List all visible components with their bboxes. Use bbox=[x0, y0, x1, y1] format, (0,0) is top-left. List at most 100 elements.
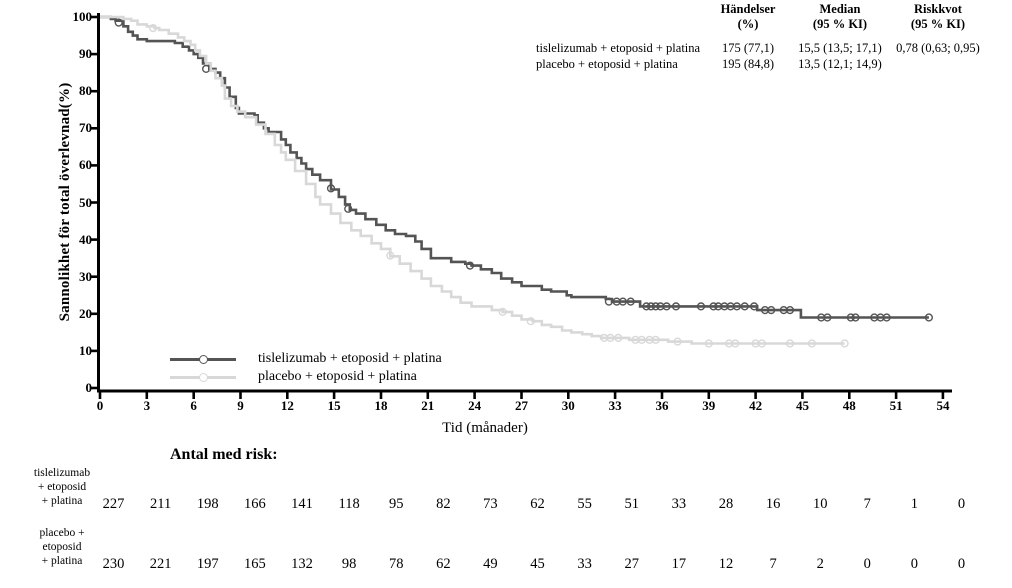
x-tick-label: 24 bbox=[468, 398, 482, 413]
at-risk-count: 10 bbox=[812, 496, 828, 512]
censor-mark bbox=[846, 313, 855, 322]
at-risk-count: 62 bbox=[436, 556, 451, 572]
y-tick-label: 20 bbox=[79, 305, 92, 321]
y-tick-label: 60 bbox=[79, 157, 92, 173]
at-risk-count: 141 bbox=[291, 496, 313, 512]
stats-data-row: tislelizumab + etoposid + platina 175 (77… bbox=[536, 40, 988, 56]
censor-mark bbox=[618, 297, 628, 306]
censor-mark bbox=[637, 335, 646, 344]
at-risk-count: 33 bbox=[577, 556, 592, 572]
censor-mark bbox=[646, 302, 656, 311]
censor-mark bbox=[386, 251, 395, 260]
x-tick-label: 27 bbox=[514, 398, 528, 413]
censor-mark bbox=[673, 337, 682, 346]
censor-mark bbox=[148, 24, 158, 33]
x-tick-label: 6 bbox=[190, 398, 197, 413]
stats-column-header: Riskkvot (95 % KI) bbox=[910, 2, 966, 31]
censor-mark bbox=[651, 302, 660, 311]
censor-mark bbox=[740, 302, 749, 311]
at-risk-count: 82 bbox=[436, 496, 451, 512]
legend: tislelizumab + etoposid + platina placebo… bbox=[170, 350, 442, 386]
x-tick-label: 9 bbox=[237, 398, 244, 413]
at-risk-count: 73 bbox=[483, 496, 498, 512]
censor-mark bbox=[344, 204, 353, 213]
at-risk-count: 221 bbox=[149, 556, 172, 572]
at-risk-count: 0 bbox=[957, 496, 966, 512]
x-tick-label: 39 bbox=[702, 398, 716, 413]
y-tick-label: 40 bbox=[79, 231, 92, 247]
x-tick-label: 0 bbox=[96, 398, 104, 413]
censor-mark bbox=[704, 339, 713, 348]
at-risk-count: 2 bbox=[816, 556, 824, 572]
x-tick-label: 12 bbox=[280, 398, 294, 413]
at-risk-count: 62 bbox=[530, 496, 545, 512]
at-risk-count: 230 bbox=[102, 556, 125, 572]
at-risk-count: 12 bbox=[718, 556, 734, 572]
legend-label: placebo + etoposid + platina bbox=[258, 369, 417, 384]
at-risk-count: 7 bbox=[863, 496, 871, 512]
at-risk-count: 33 bbox=[671, 496, 687, 512]
censor-mark bbox=[731, 339, 740, 348]
x-axis-title: Tid (månader) bbox=[442, 420, 528, 436]
at-risk-count: 45 bbox=[530, 556, 545, 572]
censor-mark bbox=[840, 339, 849, 348]
summary-statistics-table: Händelser (%) Median (95 % KI) Riskkvot (95 %… bbox=[536, 2, 988, 72]
censor-mark bbox=[785, 306, 795, 315]
stats-column-header: Median (95 % KI) bbox=[812, 2, 868, 31]
x-tick-label: 3 bbox=[143, 398, 151, 413]
x-tick-label: 42 bbox=[749, 398, 763, 413]
censor-mark bbox=[614, 333, 623, 343]
legend-item: placebo + etoposid + platina bbox=[170, 368, 442, 386]
legend-label: tislelizumab + etoposid + platina bbox=[258, 351, 442, 366]
y-tick-label: 80 bbox=[79, 83, 92, 99]
x-tick-label: 45 bbox=[795, 398, 809, 413]
legend-item: tislelizumab + etoposid + platina bbox=[170, 350, 442, 368]
at-risk-table-title: Antal med risk: bbox=[170, 446, 278, 463]
at-risk-count: 28 bbox=[718, 496, 734, 512]
at-risk-count: 78 bbox=[388, 556, 404, 572]
stats-data-row: placebo + etoposid + platina 195 (84,8) 13… bbox=[536, 56, 988, 72]
at-risk-count: 197 bbox=[196, 556, 219, 572]
at-risk-count: 165 bbox=[244, 556, 266, 572]
stats-cell: 15,5 (13,5; 17,1) bbox=[798, 41, 882, 55]
censor-mark bbox=[732, 302, 742, 311]
y-tick-label: 10 bbox=[79, 342, 92, 358]
y-tick-label: 100 bbox=[72, 9, 93, 24]
censor-mark bbox=[785, 339, 795, 348]
at-risk-count: 227 bbox=[102, 496, 125, 512]
stats-cell: 175 (77,1) bbox=[721, 41, 775, 55]
censor-mark bbox=[671, 302, 681, 311]
stats-cell: 195 (84,8) bbox=[721, 57, 775, 71]
censor-mark bbox=[767, 306, 776, 315]
censor-mark bbox=[709, 302, 718, 311]
km-curve-tislelizumab bbox=[100, 15, 929, 319]
at-risk-group-label: tislelizumab + etoposid + platina bbox=[33, 467, 91, 507]
y-tick-label: 70 bbox=[79, 120, 92, 136]
legend-line-sample bbox=[170, 368, 236, 386]
at-risk-count: 49 bbox=[483, 556, 498, 572]
at-risk-count: 55 bbox=[577, 496, 592, 512]
at-risk-group-label: placebo + etoposid + platina bbox=[39, 527, 85, 567]
stats-cell: placebo + etoposid + platina bbox=[536, 57, 678, 71]
censor-mark bbox=[851, 313, 860, 322]
x-tick-label: 33 bbox=[608, 398, 622, 413]
censor-mark bbox=[326, 184, 336, 193]
km-curve-placebo bbox=[100, 15, 845, 345]
y-tick-label: 50 bbox=[79, 194, 92, 210]
at-risk-count: 98 bbox=[341, 556, 357, 572]
at-risk-count: 17 bbox=[671, 556, 687, 572]
at-risk-count: 27 bbox=[624, 556, 640, 572]
x-tick-label: 21 bbox=[421, 398, 435, 413]
at-risk-counts-row: 230 221 197 165 132 98 78 62 49 45 33 27 17 12 7 2 0 0 0 bbox=[90, 556, 985, 573]
censor-mark bbox=[626, 297, 635, 306]
x-tick-label: 30 bbox=[561, 398, 575, 413]
censor-mark bbox=[526, 317, 535, 326]
at-risk-count: 211 bbox=[150, 496, 172, 512]
stats-cell: tislelizumab + etoposid + platina bbox=[536, 41, 701, 55]
censor-mark bbox=[757, 339, 767, 348]
stats-cell: 13,5 (12,1; 14,9) bbox=[798, 57, 882, 71]
legend-line-sample bbox=[170, 350, 236, 368]
x-tick-label: 18 bbox=[374, 398, 388, 413]
stats-header-row: Händelser (%) Median (95 % KI) Riskkvot (95 %… bbox=[536, 2, 988, 32]
censor-mark bbox=[114, 18, 123, 27]
